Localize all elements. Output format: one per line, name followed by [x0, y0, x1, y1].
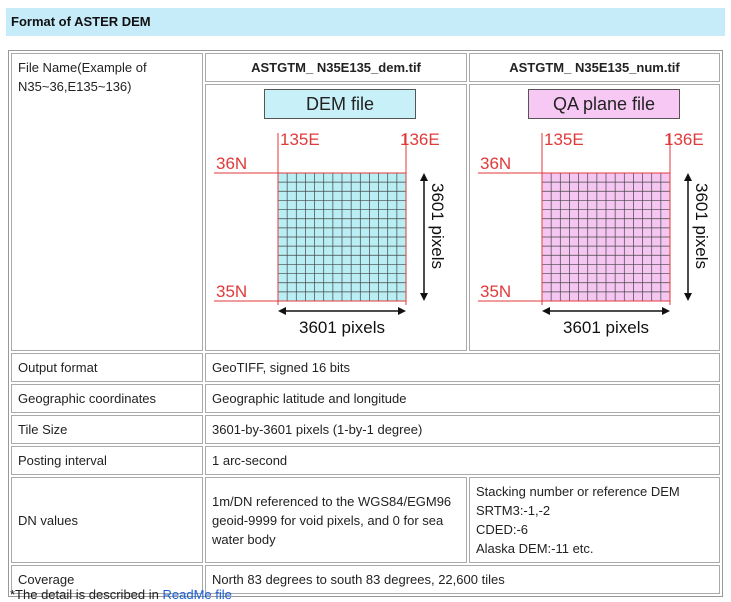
format-table: File Name(Example of N35~36,E135~136) AS…	[8, 50, 723, 597]
arrow-head	[684, 293, 692, 301]
arrow-head	[398, 307, 406, 315]
table-row: Posting interval 1 arc-second	[11, 446, 720, 475]
dem-grid-diagram: 135E 136E 36N 35N 3601 pixels 3601 pixels	[214, 130, 447, 337]
num-file-name: ASTGTM_ N35E135_num.tif	[469, 53, 720, 82]
coverage-label: Coverage	[11, 565, 203, 594]
dn-qa-line: Alaska DEM:-11 etc.	[476, 541, 594, 556]
table-row: File Name(Example of N35~36,E135~136) AS…	[11, 53, 720, 351]
table-row: Output format GeoTIFF, signed 16 bits	[11, 353, 720, 382]
coverage-value: North 83 degrees to south 83 degrees, 22…	[205, 565, 720, 594]
output-format-value: GeoTIFF, signed 16 bits	[205, 353, 720, 382]
lon-right-label: 136E	[664, 130, 704, 149]
arrow-head	[278, 307, 286, 315]
table-row: Coverage North 83 degrees to south 83 de…	[11, 565, 720, 594]
qa-grid-diagram: 135E 136E 36N 35N 3601 pixels 3601 pixels	[478, 130, 711, 337]
posting-value: 1 arc-second	[205, 446, 720, 475]
dem-figure: DEM file 135E 136E 36N 35N 3601 pixels 3601 p…	[205, 84, 467, 351]
geo-coords-value: Geographic latitude and longitude	[205, 384, 720, 413]
file-name-label: File Name(Example of N35~36,E135~136)	[11, 53, 203, 351]
arrow-head	[420, 173, 428, 181]
lat-bottom-label: 35N	[480, 282, 511, 301]
arrow-head	[684, 173, 692, 181]
output-format-label: Output format	[11, 353, 203, 382]
width-label: 3601 pixels	[299, 318, 385, 337]
height-label: 3601 pixels	[692, 183, 711, 269]
table-row: Geographic coordinates Geographic latitu…	[11, 384, 720, 413]
dn-qa-line: SRTM3:-1,-2	[476, 503, 551, 518]
lat-bottom-label: 35N	[216, 282, 247, 301]
table-row: DEM file 135E 136E 36N 35N 3601 pixels 3601 p…	[11, 84, 720, 351]
lat-top-label: 36N	[216, 154, 247, 173]
dn-values-qa: Stacking number or reference DEM SRTM3:-…	[469, 477, 720, 563]
arrow-head	[542, 307, 550, 315]
geo-coords-label: Geographic coordinates	[11, 384, 203, 413]
lon-left-label: 135E	[280, 130, 320, 149]
tile-size-label: Tile Size	[11, 415, 203, 444]
dem-file-name: ASTGTM_ N35E135_dem.tif	[205, 53, 467, 82]
lat-top-label: 36N	[480, 154, 511, 173]
dn-values-label: DN values	[11, 477, 203, 563]
height-label: 3601 pixels	[428, 183, 447, 269]
lon-left-label: 135E	[544, 130, 584, 149]
table-row: DN values 1m/DN referenced to the WGS84/…	[11, 477, 720, 563]
qa-figure: QA plane file 135E 136E 36N 35N 3601 pixels 3…	[469, 84, 720, 351]
dem-file-box: DEM file	[264, 89, 416, 119]
tile-size-value: 3601-by-3601 pixels (1-by-1 degree)	[205, 415, 720, 444]
dn-qa-line: Stacking number or reference DEM	[476, 484, 680, 499]
arrow-head	[662, 307, 670, 315]
table-row: Tile Size 3601-by-3601 pixels (1-by-1 de…	[11, 415, 720, 444]
arrow-head	[420, 293, 428, 301]
width-label: 3601 pixels	[563, 318, 649, 337]
section-title: Format of ASTER DEM	[6, 8, 725, 36]
qa-file-box: QA plane file	[528, 89, 680, 119]
dn-qa-line: CDED:-6	[476, 522, 529, 537]
posting-label: Posting interval	[11, 446, 203, 475]
lon-right-label: 136E	[400, 130, 440, 149]
dn-values-dem: 1m/DN referenced to the WGS84/EGM96 geoi…	[205, 477, 467, 563]
